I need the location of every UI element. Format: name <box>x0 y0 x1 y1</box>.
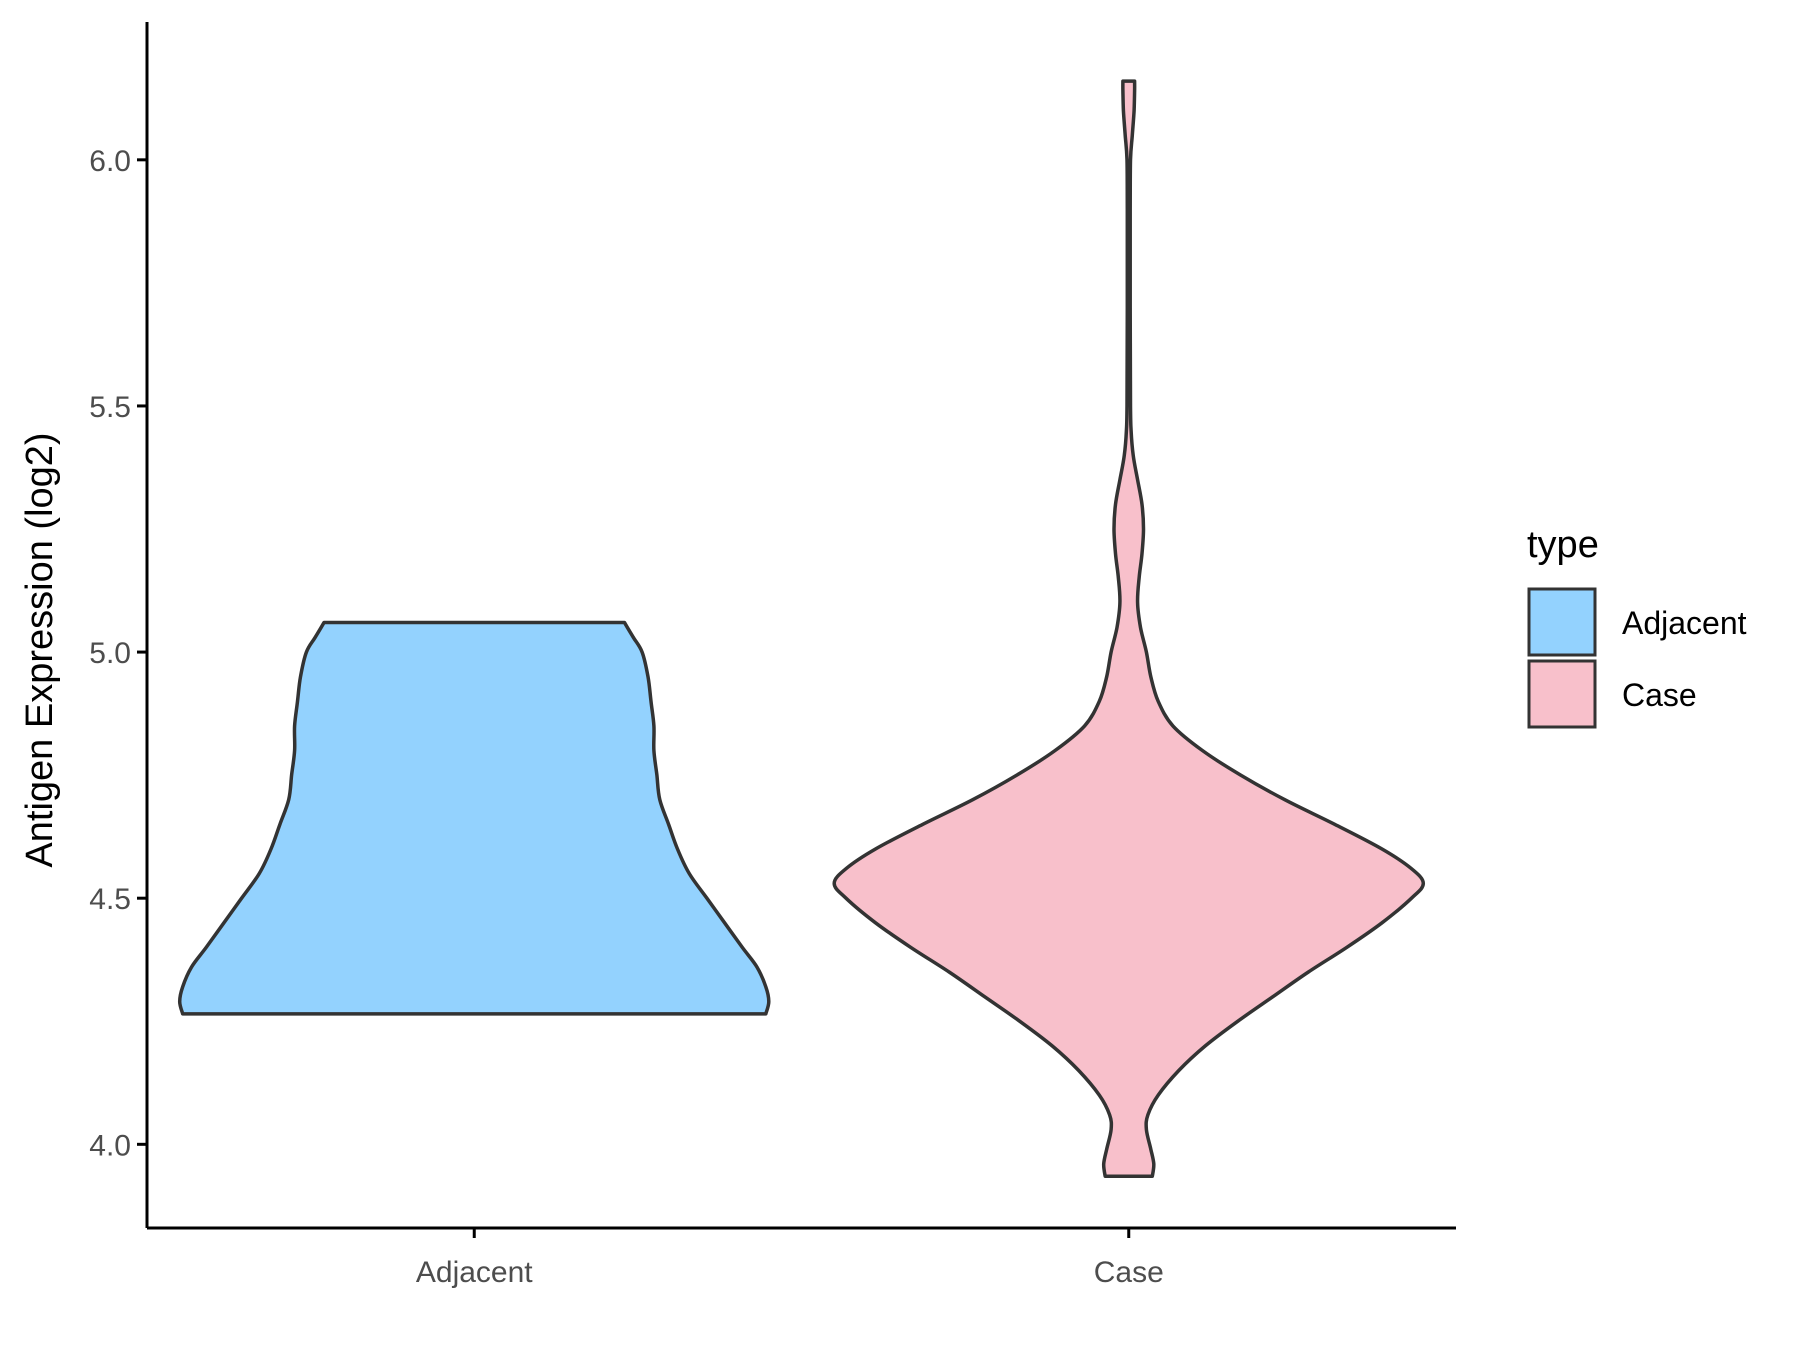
legend: type Adjacent Case <box>1527 524 1747 729</box>
legend-label-case: Case <box>1622 677 1697 713</box>
legend-label-adjacent: Adjacent <box>1622 605 1747 641</box>
y-tick-label: 6.0 <box>89 145 131 178</box>
y-tick-label: 5.0 <box>89 637 131 670</box>
violin-case <box>832 79 1426 1179</box>
legend-key-adjacent <box>1527 587 1597 657</box>
x-tick-label-adjacent: Adjacent <box>416 1256 533 1289</box>
y-tick-label: 4.0 <box>89 1129 131 1162</box>
y-axis-title: Antigen Expression (log2) <box>19 432 61 867</box>
y-tick-label: 4.5 <box>89 883 131 916</box>
violin-layer <box>177 79 1426 1179</box>
legend-title: type <box>1527 524 1599 566</box>
x-tick-label-case: Case <box>1094 1256 1164 1289</box>
violin-adjacent <box>177 620 771 1016</box>
legend-key-case <box>1527 659 1597 729</box>
y-tick-label: 5.5 <box>89 391 131 424</box>
x-axis: Adjacent Case <box>147 1226 1456 1289</box>
y-axis: 4.0 4.5 5.0 5.5 6.0 <box>89 22 149 1228</box>
